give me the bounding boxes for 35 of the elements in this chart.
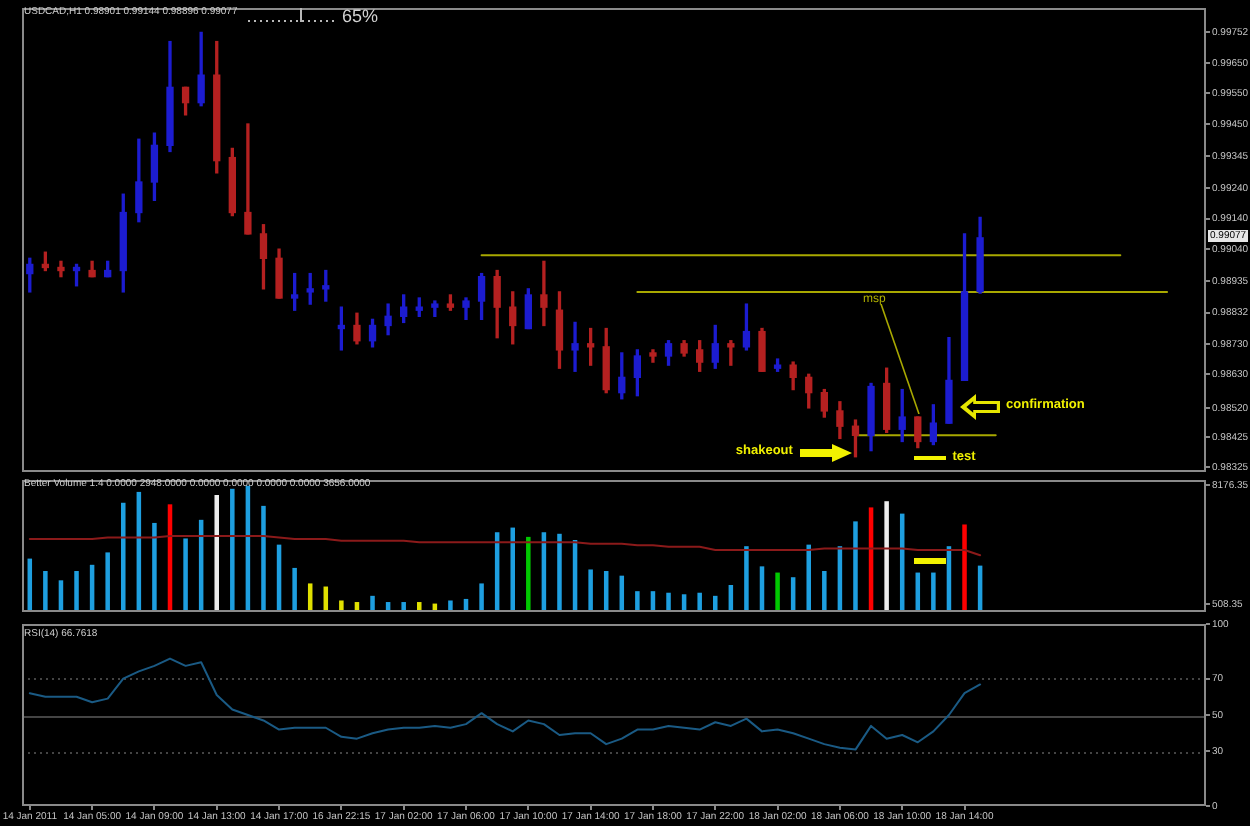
bar — [713, 595, 718, 612]
candlestick — [571, 321, 579, 372]
bar — [105, 552, 110, 612]
bar — [884, 501, 889, 612]
bar — [526, 536, 531, 612]
bar — [74, 571, 79, 612]
bar — [292, 567, 297, 612]
bar — [339, 600, 344, 612]
candlestick — [727, 340, 735, 366]
annotation: 65% — [342, 5, 379, 25]
bar — [479, 583, 484, 612]
bar — [370, 595, 375, 612]
bar — [557, 533, 562, 612]
bar — [43, 571, 48, 612]
candlestick — [244, 123, 252, 235]
bar — [230, 488, 235, 612]
bar — [448, 600, 453, 612]
bar — [962, 524, 967, 612]
bar — [806, 544, 811, 612]
bar — [510, 527, 515, 612]
bar — [853, 521, 858, 612]
bar — [666, 592, 671, 612]
bar — [261, 505, 266, 612]
bar — [214, 495, 219, 612]
bar — [775, 572, 780, 612]
bar — [635, 591, 640, 612]
candlestick — [540, 260, 548, 327]
bar — [744, 546, 749, 612]
bar — [183, 538, 188, 612]
bar — [931, 572, 936, 612]
bar — [121, 502, 126, 612]
bar — [588, 569, 593, 612]
bar — [152, 522, 157, 612]
bar — [697, 592, 702, 612]
bar — [822, 571, 827, 612]
